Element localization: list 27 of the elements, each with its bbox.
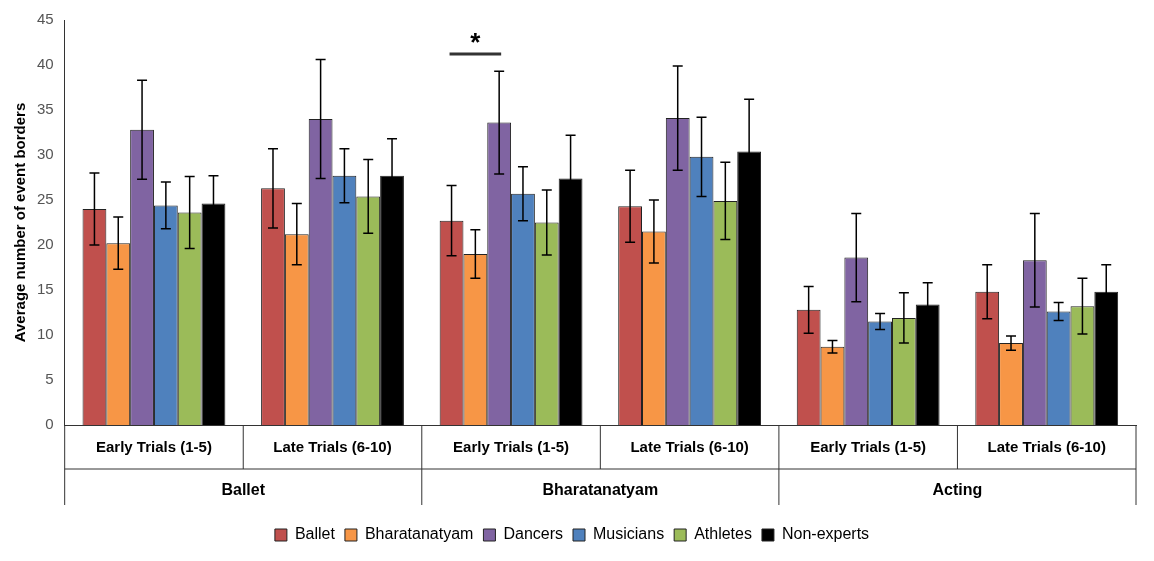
legend-label: Ballet (294, 525, 336, 543)
text: Ballet (221, 481, 266, 499)
text: Acting (932, 481, 983, 499)
y-tick-label: 0 (45, 415, 54, 433)
y-tick-label: 20 (37, 235, 54, 253)
x-tick-label: Late Trials (6-10) (630, 438, 749, 456)
y-tick-label: 45 (37, 10, 54, 28)
legend-label: Athletes (694, 525, 752, 543)
x-tick-label: Late Trials (6-10) (987, 438, 1106, 456)
legend-label: Musicians (593, 525, 665, 543)
y-tick-label: 30 (37, 145, 54, 163)
y-tick-label: 10 (37, 325, 54, 343)
legend-label: Non-experts (781, 525, 870, 543)
annotation: * (470, 27, 482, 58)
y-axis-title: Average number of event borders (11, 102, 29, 343)
x-tick-label: Late Trials (6-10) (273, 438, 392, 456)
y-tick-label: 35 (37, 100, 54, 118)
text: Bharatanatyam (542, 481, 659, 499)
y-tick-label: 5 (45, 370, 54, 388)
x-tick-label: Early Trials (1-5) (810, 438, 927, 456)
legend-label: Dancers (503, 525, 564, 543)
legend-label: Bharatanatyam (364, 525, 474, 543)
x-tick-label: Early Trials (1-5) (96, 438, 212, 456)
y-tick-label: 25 (37, 190, 54, 208)
y-tick-label: 40 (37, 55, 54, 73)
x-tick-label: Early Trials (1-5) (453, 438, 570, 456)
y-tick-label: 15 (37, 280, 54, 298)
